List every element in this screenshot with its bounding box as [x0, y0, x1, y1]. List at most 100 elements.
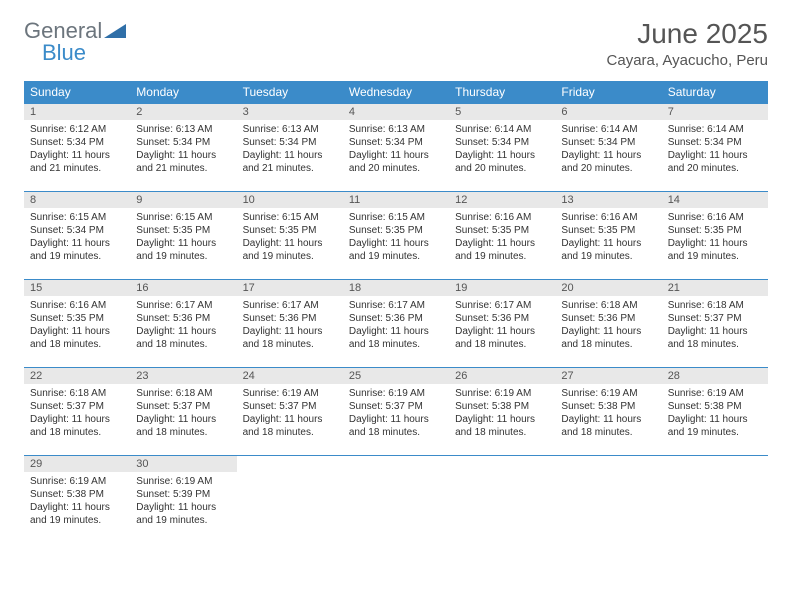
day-info: Sunrise: 6:19 AMSunset: 5:37 PMDaylight:… [237, 384, 343, 445]
sunrise-line: Sunrise: 6:14 AM [455, 123, 549, 136]
day-number: 16 [130, 280, 236, 296]
day-info: Sunrise: 6:17 AMSunset: 5:36 PMDaylight:… [343, 296, 449, 357]
calendar-cell: 5Sunrise: 6:14 AMSunset: 5:34 PMDaylight… [449, 104, 555, 192]
day-number: 30 [130, 456, 236, 472]
sunset-line: Sunset: 5:36 PM [455, 312, 549, 325]
day-info: Sunrise: 6:13 AMSunset: 5:34 PMDaylight:… [237, 120, 343, 181]
day-info: Sunrise: 6:13 AMSunset: 5:34 PMDaylight:… [343, 120, 449, 181]
day-number: 12 [449, 192, 555, 208]
sunrise-line: Sunrise: 6:18 AM [668, 299, 762, 312]
sunset-line: Sunset: 5:35 PM [455, 224, 549, 237]
calendar-cell [237, 456, 343, 544]
calendar-cell: 10Sunrise: 6:15 AMSunset: 5:35 PMDayligh… [237, 192, 343, 280]
sunset-line: Sunset: 5:38 PM [561, 400, 655, 413]
day-number: 5 [449, 104, 555, 120]
page-header: General Blue June 2025 Cayara, Ayacucho,… [24, 18, 768, 69]
calendar-cell [449, 456, 555, 544]
day-number: 27 [555, 368, 661, 384]
calendar-cell: 25Sunrise: 6:19 AMSunset: 5:37 PMDayligh… [343, 368, 449, 456]
sunrise-line: Sunrise: 6:17 AM [349, 299, 443, 312]
daylight-line: Daylight: 11 hours and 19 minutes. [455, 237, 549, 263]
calendar-cell: 29Sunrise: 6:19 AMSunset: 5:38 PMDayligh… [24, 456, 130, 544]
sunrise-line: Sunrise: 6:15 AM [136, 211, 230, 224]
sunrise-line: Sunrise: 6:15 AM [243, 211, 337, 224]
sunset-line: Sunset: 5:36 PM [561, 312, 655, 325]
day-number: 21 [662, 280, 768, 296]
sunrise-line: Sunrise: 6:13 AM [243, 123, 337, 136]
calendar-cell: 6 Sunrise: 6:14 AMSunset: 5:34 PMDaylight… [555, 104, 661, 192]
sunset-line: Sunset: 5:34 PM [349, 136, 443, 149]
day-info: Sunrise: 6:17 AMSunset: 5:36 PMDaylight:… [237, 296, 343, 357]
sunset-line: Sunset: 5:34 PM [561, 136, 655, 149]
day-number: 22 [24, 368, 130, 384]
sunrise-line: Sunrise: 6:17 AM [243, 299, 337, 312]
sunset-line: Sunset: 5:35 PM [243, 224, 337, 237]
sunrise-line: Sunrise: 6:16 AM [455, 211, 549, 224]
daylight-line: Daylight: 11 hours and 20 minutes. [455, 149, 549, 175]
sunset-line: Sunset: 5:34 PM [30, 224, 124, 237]
sunset-line: Sunset: 5:35 PM [561, 224, 655, 237]
day-number: 2 [130, 104, 236, 120]
sunset-line: Sunset: 5:35 PM [30, 312, 124, 325]
day-number: 6 [555, 104, 661, 120]
daylight-line: Daylight: 11 hours and 20 minutes. [561, 149, 655, 175]
sunset-line: Sunset: 5:39 PM [136, 488, 230, 501]
daylight-line: Daylight: 11 hours and 18 minutes. [136, 325, 230, 351]
sunrise-line: Sunrise: 6:15 AM [30, 211, 124, 224]
calendar-row: 8Sunrise: 6:15 AMSunset: 5:34 PMDaylight… [24, 192, 768, 280]
day-number: 25 [343, 368, 449, 384]
day-info: Sunrise: 6:19 AMSunset: 5:37 PMDaylight:… [343, 384, 449, 445]
day-info: Sunrise: 6:15 AMSunset: 5:35 PMDaylight:… [237, 208, 343, 269]
day-number: 18 [343, 280, 449, 296]
sunset-line: Sunset: 5:35 PM [349, 224, 443, 237]
calendar-cell: 27Sunrise: 6:19 AMSunset: 5:38 PMDayligh… [555, 368, 661, 456]
weekday-wednesday: Wednesday [343, 81, 449, 104]
calendar-cell: 23Sunrise: 6:18 AMSunset: 5:37 PMDayligh… [130, 368, 236, 456]
sunrise-line: Sunrise: 6:14 AM [561, 123, 655, 136]
daylight-line: Daylight: 11 hours and 19 minutes. [243, 237, 337, 263]
daylight-line: Daylight: 11 hours and 18 minutes. [349, 413, 443, 439]
calendar-cell [343, 456, 449, 544]
title-block: June 2025 Cayara, Ayacucho, Peru [607, 18, 768, 69]
sunset-line: Sunset: 5:35 PM [668, 224, 762, 237]
daylight-line: Daylight: 11 hours and 18 minutes. [455, 413, 549, 439]
location-text: Cayara, Ayacucho, Peru [607, 52, 768, 69]
daylight-line: Daylight: 11 hours and 20 minutes. [349, 149, 443, 175]
daylight-line: Daylight: 11 hours and 20 minutes. [668, 149, 762, 175]
daylight-line: Daylight: 11 hours and 18 minutes. [668, 325, 762, 351]
calendar-row: 15Sunrise: 6:16 AMSunset: 5:35 PMDayligh… [24, 280, 768, 368]
calendar-cell: 30Sunrise: 6:19 AMSunset: 5:39 PMDayligh… [130, 456, 236, 544]
calendar-cell: 8Sunrise: 6:15 AMSunset: 5:34 PMDaylight… [24, 192, 130, 280]
day-info: Sunrise: 6:19 AMSunset: 5:38 PMDaylight:… [24, 472, 130, 533]
day-number: 8 [24, 192, 130, 208]
day-info: Sunrise: 6:16 AMSunset: 5:35 PMDaylight:… [449, 208, 555, 269]
sunset-line: Sunset: 5:35 PM [136, 224, 230, 237]
calendar-cell: 17Sunrise: 6:17 AMSunset: 5:36 PMDayligh… [237, 280, 343, 368]
day-info: Sunrise: 6:18 AMSunset: 5:37 PMDaylight:… [24, 384, 130, 445]
day-number: 11 [343, 192, 449, 208]
day-number: 10 [237, 192, 343, 208]
day-info: Sunrise: 6:12 AMSunset: 5:34 PMDaylight:… [24, 120, 130, 181]
sunrise-line: Sunrise: 6:18 AM [136, 387, 230, 400]
day-info: Sunrise: 6:17 AMSunset: 5:36 PMDaylight:… [130, 296, 236, 357]
calendar-cell: 16Sunrise: 6:17 AMSunset: 5:36 PMDayligh… [130, 280, 236, 368]
daylight-line: Daylight: 11 hours and 18 minutes. [136, 413, 230, 439]
sunset-line: Sunset: 5:37 PM [668, 312, 762, 325]
day-number: 29 [24, 456, 130, 472]
calendar-cell: 3Sunrise: 6:13 AMSunset: 5:34 PMDaylight… [237, 104, 343, 192]
day-info: Sunrise: 6:18 AMSunset: 5:37 PMDaylight:… [130, 384, 236, 445]
sunset-line: Sunset: 5:37 PM [30, 400, 124, 413]
sunset-line: Sunset: 5:37 PM [243, 400, 337, 413]
day-number: 23 [130, 368, 236, 384]
weekday-sunday: Sunday [24, 81, 130, 104]
sunrise-line: Sunrise: 6:17 AM [455, 299, 549, 312]
daylight-line: Daylight: 11 hours and 19 minutes. [136, 501, 230, 527]
sunrise-line: Sunrise: 6:19 AM [30, 475, 124, 488]
daylight-line: Daylight: 11 hours and 19 minutes. [668, 237, 762, 263]
day-number: 14 [662, 192, 768, 208]
day-info: Sunrise: 6:16 AMSunset: 5:35 PMDaylight:… [24, 296, 130, 357]
daylight-line: Daylight: 11 hours and 18 minutes. [243, 413, 337, 439]
logo-triangle-icon [104, 22, 126, 38]
calendar-body: 1Sunrise: 6:12 AMSunset: 5:34 PMDaylight… [24, 104, 768, 544]
day-number: 13 [555, 192, 661, 208]
